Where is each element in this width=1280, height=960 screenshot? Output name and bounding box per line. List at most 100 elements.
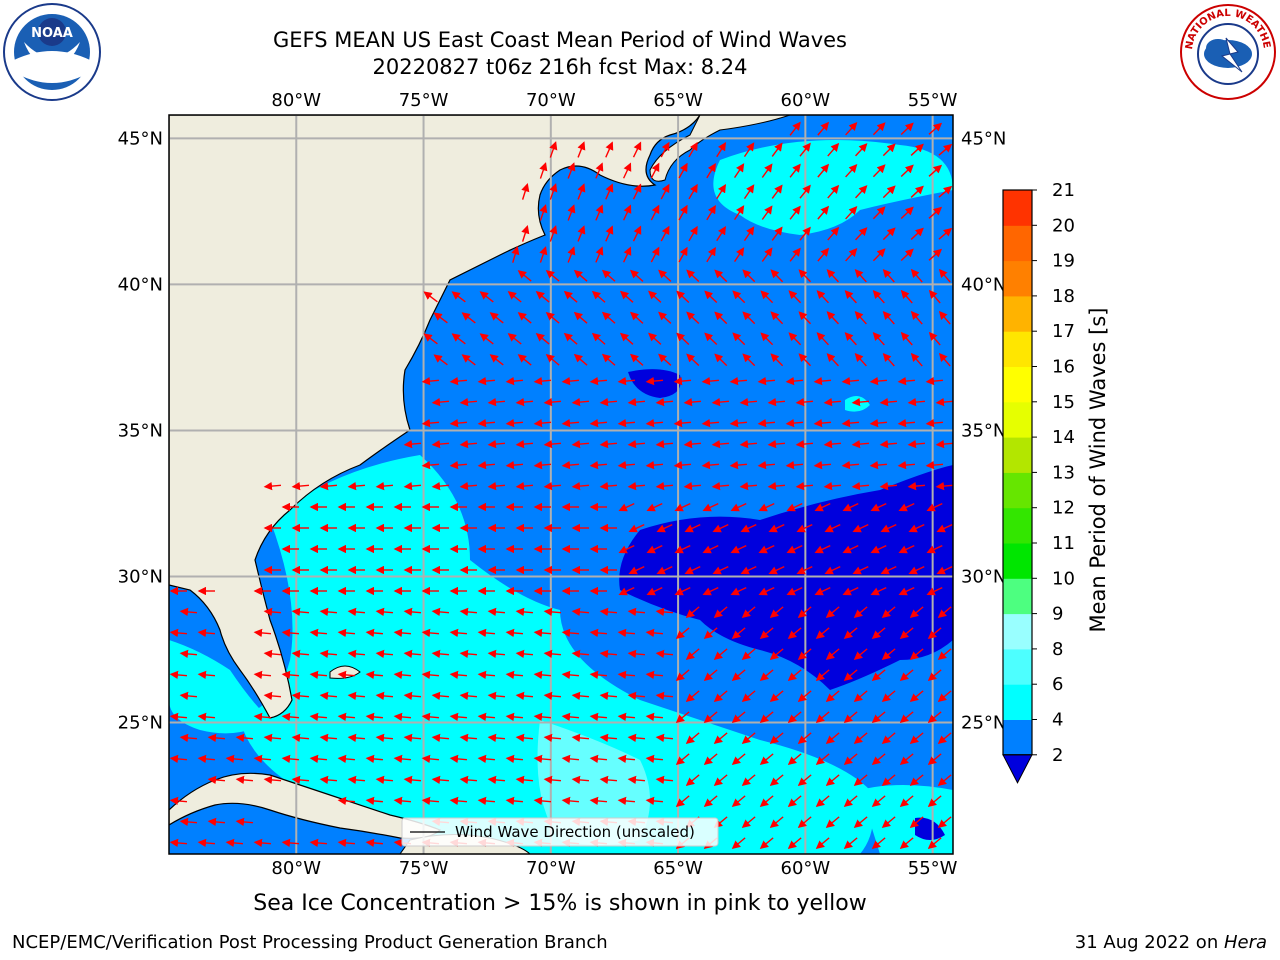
- wind-wave-arrow: [459, 733, 478, 743]
- wind-wave-arrow: [645, 460, 664, 470]
- wind-wave-arrow: [789, 121, 801, 136]
- wind-wave-arrow: [813, 376, 832, 386]
- wind-wave-arrow: [517, 354, 532, 366]
- wind-wave-arrow: [853, 690, 868, 703]
- wind-wave-arrow: [675, 627, 690, 640]
- wind-wave-arrow: [599, 649, 618, 659]
- wind-wave-arrow: [870, 502, 887, 512]
- host-name: Hera: [1223, 932, 1267, 953]
- lat-label-left: 25°N: [118, 713, 163, 734]
- wind-wave-arrow: [655, 481, 674, 491]
- wind-wave-arrow: [281, 628, 300, 638]
- wind-wave-arrow: [926, 586, 943, 596]
- wind-wave-arrow: [533, 754, 552, 764]
- wind-wave-arrow: [589, 796, 608, 806]
- wind-wave-arrow: [648, 290, 662, 303]
- nws-logo: NATIONAL WEATHER SERVICE: [1178, 2, 1276, 100]
- wind-wave-arrow: [543, 775, 562, 785]
- wind-wave-arrow: [712, 565, 729, 575]
- lat-label-left: 45°N: [118, 128, 163, 149]
- wind-wave-arrow: [872, 122, 886, 136]
- wind-wave-arrow: [743, 226, 755, 241]
- wind-wave-arrow: [827, 184, 840, 199]
- wind-wave-arrow: [798, 311, 812, 325]
- colorbar-tick-label: 12: [1052, 498, 1075, 519]
- wind-wave-arrow: [459, 691, 478, 701]
- wind-wave-arrow: [676, 290, 690, 303]
- colorbar-tick-label: 8: [1052, 639, 1063, 660]
- wind-wave-arrow: [655, 397, 674, 407]
- wind-wave-arrows: [169, 121, 953, 850]
- wind-wave-arrow: [841, 376, 860, 386]
- wind-wave-arrow: [449, 754, 468, 764]
- wind-wave-arrow: [870, 544, 887, 554]
- wind-wave-arrow: [207, 733, 226, 743]
- wind-wave-arrow: [788, 290, 802, 304]
- wind-wave-arrow: [655, 607, 674, 617]
- wind-wave-arrow: [618, 586, 635, 596]
- wind-wave-arrow: [533, 376, 552, 386]
- wind-wave-arrow: [853, 732, 868, 745]
- colorbar: 2 4 6 8 9 10 11 12 13 14 15 16 17 18 19 20 21: [1002, 180, 1075, 784]
- wind-wave-arrow: [769, 606, 784, 619]
- wind-wave-arrow: [179, 817, 198, 827]
- wind-wave-arrow: [716, 142, 727, 158]
- wind-wave-arrow: [844, 332, 857, 346]
- wind-wave-arrow: [515, 733, 534, 743]
- wind-wave-arrow: [900, 206, 914, 220]
- colorbar-segment: [1003, 719, 1032, 756]
- wind-wave-arrow: [169, 670, 188, 680]
- wind-wave-arrow: [337, 838, 356, 848]
- wind-wave-arrow: [881, 648, 896, 661]
- wind-wave-arrow: [854, 311, 867, 325]
- map-frame: [168, 114, 954, 855]
- wind-wave-arrow: [421, 754, 440, 764]
- wind-wave-arrow: [907, 481, 926, 491]
- wind-wave-arrow: [365, 796, 384, 806]
- wind-wave-arrow: [701, 460, 720, 470]
- colorbar-segment: [1003, 507, 1032, 544]
- wind-wave-arrow: [179, 649, 198, 659]
- wind-wave-arrow: [795, 481, 814, 491]
- lat-label-right: 45°N: [961, 128, 1006, 149]
- wind-wave-arrow: [477, 670, 496, 680]
- wind-wave-arrow: [589, 712, 608, 722]
- wind-wave-arrow: [938, 310, 951, 325]
- wind-wave-arrow: [459, 397, 478, 407]
- wind-wave-arrow: [561, 418, 580, 428]
- wind-wave-arrow: [433, 312, 448, 324]
- wind-wave-arrow: [879, 397, 898, 407]
- wind-wave-arrow: [646, 586, 663, 596]
- wind-wave-arrow: [741, 774, 756, 787]
- wind-wave-arrow: [759, 627, 774, 640]
- wind-wave-arrow: [869, 460, 888, 470]
- wind-wave-arrow: [543, 733, 562, 743]
- wind-wave-arrow: [730, 586, 747, 596]
- wind-wave-arrow: [897, 376, 916, 386]
- wind-wave-arrow: [716, 226, 727, 242]
- wind-wave-arrow: [365, 754, 384, 764]
- wind-wave-arrow: [627, 397, 646, 407]
- wind-wave-arrow: [487, 691, 506, 701]
- wind-wave-arrow: [645, 376, 664, 386]
- wind-wave-arrow: [758, 502, 775, 512]
- wind-wave-arrow: [771, 226, 783, 241]
- wind-wave-arrow: [760, 290, 774, 304]
- wind-wave-arrow: [489, 354, 504, 366]
- wind-wave-arrow: [571, 481, 590, 491]
- wind-wave-arrow: [880, 565, 897, 575]
- wind-wave-arrow: [706, 162, 716, 179]
- wind-wave-arrow: [543, 439, 562, 449]
- wind-wave-arrow: [599, 439, 618, 449]
- wind-wave-arrow: [393, 670, 412, 680]
- wind-wave-arrow: [938, 268, 951, 283]
- wind-wave-arrow: [521, 225, 530, 242]
- wind-wave-arrow: [729, 418, 748, 428]
- date-stamp: 31 Aug 2022 on Hera: [1075, 932, 1267, 953]
- wind-wave-arrow: [910, 310, 923, 325]
- wind-wave-arrow: [431, 439, 450, 449]
- wind-wave-arrow: [686, 353, 700, 367]
- wind-wave-arrow: [549, 225, 558, 242]
- wind-wave-arrow: [815, 795, 830, 808]
- wind-wave-arrow: [375, 481, 394, 491]
